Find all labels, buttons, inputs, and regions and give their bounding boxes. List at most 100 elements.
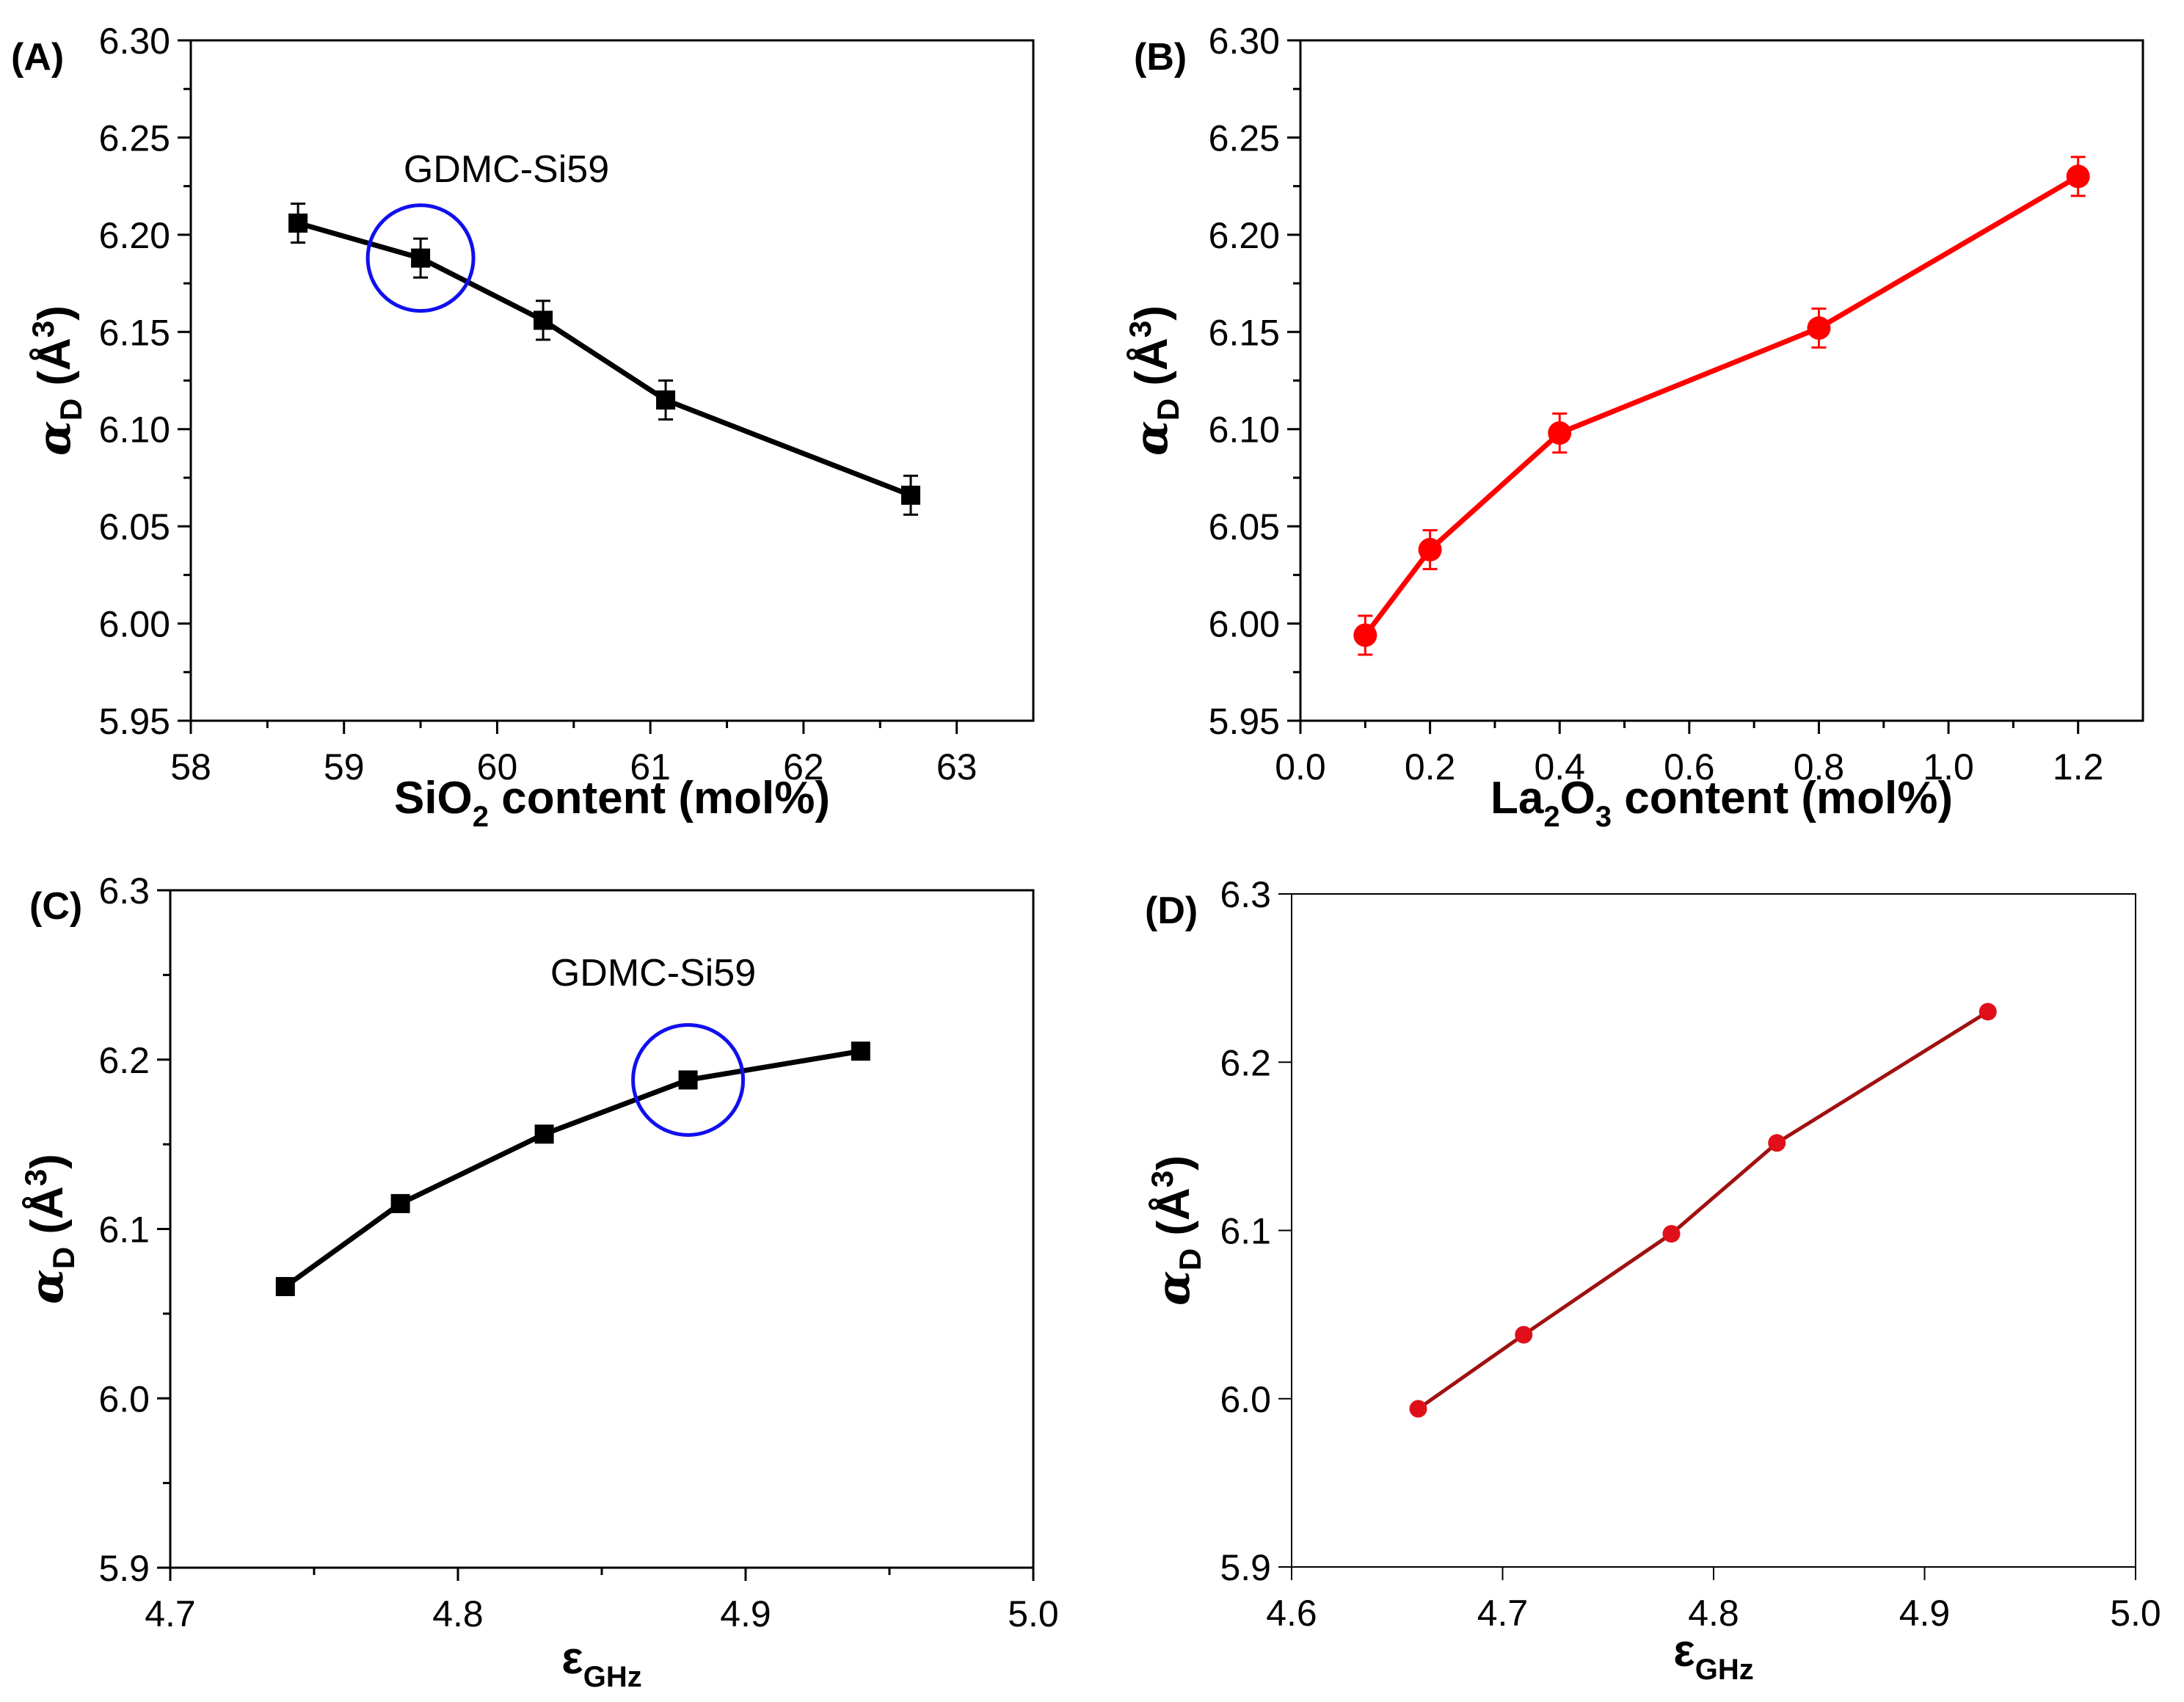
- data-point: [1662, 1225, 1681, 1243]
- y-tick-label: 6.00: [99, 604, 170, 645]
- y-axis-title-close: ): [1149, 1155, 1199, 1171]
- y-axis-title-close: ): [29, 305, 80, 321]
- y-tick-label: 6.30: [1209, 21, 1280, 62]
- annotation-label: GDMC-Si59: [404, 148, 609, 191]
- y-tick-label: 6.15: [1209, 312, 1280, 353]
- x-tick-label: 1.0: [1923, 746, 1974, 788]
- x-tick-label: 1.2: [2053, 746, 2104, 788]
- series-line: [1417, 1010, 1990, 1411]
- y-tick-label: 5.9: [98, 1548, 150, 1589]
- x-axis-title-sub: GHz: [1695, 1654, 1754, 1686]
- y-tick-label: 6.0: [98, 1378, 150, 1419]
- y-tick-label: 6.15: [99, 312, 170, 353]
- data-point: [656, 390, 676, 410]
- y-tick-label: 6.1: [98, 1210, 150, 1251]
- data-point: [1768, 1134, 1786, 1152]
- y-tick-label: 6.25: [99, 117, 170, 159]
- y-tick-label: 6.1: [1220, 1211, 1271, 1252]
- y-axis-title: αD (Å3): [26, 305, 88, 456]
- y-axis-title-sup: 3: [1123, 321, 1157, 338]
- x-axis-title-main: ε: [561, 1633, 583, 1684]
- x-tick-label: 0.4: [1534, 746, 1585, 788]
- x-tick-label: 4.8: [1688, 1593, 1739, 1634]
- x-tick-label: 60: [477, 746, 518, 788]
- data-point: [678, 1070, 698, 1090]
- x-axis-title-rest: content (mol%): [1612, 773, 1953, 823]
- y-axis-title-sup: 3: [26, 321, 60, 338]
- y-tick-label: 6.3: [98, 870, 150, 912]
- y-axis-title-open: (Å: [1149, 1188, 1199, 1248]
- data-point: [534, 1124, 554, 1144]
- data-point: [534, 310, 553, 330]
- x-axis-title-main: ε: [1673, 1626, 1695, 1676]
- x-axis-title-main: SiO: [394, 773, 473, 823]
- y-axis-title: αD (Å3): [18, 1154, 81, 1304]
- x-tick-label: 4.8: [432, 1593, 484, 1634]
- data-point: [1418, 537, 1442, 561]
- y-axis-title: αD (Å3): [1123, 305, 1185, 456]
- y-axis-title-open: (Å: [1126, 338, 1177, 399]
- data-point: [2066, 164, 2090, 189]
- y-axis-title-sup: 3: [18, 1169, 53, 1186]
- x-tick-label: 0.8: [1794, 746, 1845, 788]
- x-axis-title-sub: GHz: [583, 1661, 642, 1693]
- panel-label: (D): [1145, 890, 1198, 932]
- highlight-ring: [631, 1022, 746, 1137]
- data-point: [1548, 421, 1572, 445]
- y-axis-title-open: (Å: [29, 338, 80, 399]
- y-tick-label: 6.10: [99, 410, 170, 451]
- x-axis-title: εGHz: [561, 1633, 641, 1693]
- x-tick-label: 63: [936, 746, 978, 788]
- data-point: [275, 1276, 295, 1296]
- data-point: [851, 1041, 870, 1061]
- y-tick-label: 6.05: [1209, 506, 1280, 548]
- x-axis-title: La2O3 content (mol%): [1490, 773, 1953, 833]
- series-line: [297, 220, 912, 498]
- series-line: [1363, 174, 2080, 637]
- plot-frame: [189, 39, 1035, 722]
- x-axis-title-rest: content (mol%): [489, 773, 830, 823]
- data-point: [1353, 623, 1377, 647]
- x-tick-label: 5.0: [2110, 1593, 2161, 1634]
- x-tick-label: 4.7: [1477, 1593, 1529, 1634]
- x-tick-label: 4.9: [1899, 1593, 1951, 1634]
- series-line: [283, 1048, 862, 1289]
- highlight-ring: [365, 203, 476, 313]
- x-axis-title-sub2: 3: [1595, 801, 1612, 833]
- data-point: [390, 1193, 410, 1213]
- y-tick-label: 6.2: [98, 1040, 150, 1081]
- x-tick-label: 62: [783, 746, 824, 788]
- x-axis-title: εGHz: [1673, 1626, 1753, 1686]
- y-tick-label: 5.9: [1220, 1547, 1271, 1588]
- x-tick-label: 59: [324, 746, 365, 788]
- panel-label: (A): [11, 36, 64, 79]
- panel-label: (B): [1134, 36, 1187, 79]
- panel-a: 5.95 6.00 6.05 6.10 6.15 6.20 6.25 6.30 58 59 60 61…: [11, 21, 1035, 833]
- data-point: [288, 213, 308, 233]
- x-axis-title-main: La: [1490, 773, 1544, 823]
- x-tick-label: 61: [630, 746, 671, 788]
- panel-label: (C): [29, 885, 82, 928]
- x-tick-label: 5.0: [1008, 1593, 1059, 1634]
- panel-c: 5.9 6.0 6.1 6.2 6.3 4.7 4.8 4.9 5.0 εGHz αD (Å3) (C…: [18, 870, 1059, 1693]
- plot-frame: [1299, 39, 2144, 722]
- x-axis-title-sub: 2: [1543, 801, 1559, 833]
- x-tick-label: 4.7: [145, 1593, 196, 1634]
- data-point: [1409, 1400, 1427, 1418]
- data-point: [1807, 316, 1831, 340]
- x-axis-title-mid: O: [1560, 773, 1595, 823]
- y-axis-title-sub: D: [1173, 1248, 1207, 1270]
- x-axis-title-sub: 2: [473, 801, 489, 833]
- y-tick-label: 6.05: [99, 506, 170, 548]
- y-axis-title-sub: D: [46, 1247, 81, 1269]
- panel-d: 5.9 6.0 6.1 6.2 6.3 4.6 4.7 4.8 4.9 5.0 εGHz αD (Å3…: [1145, 874, 2161, 1686]
- y-axis-title: αD (Å3): [1145, 1155, 1207, 1306]
- y-tick-label: 6.2: [1220, 1042, 1271, 1083]
- y-tick-label: 5.95: [99, 701, 170, 742]
- y-tick-label: 6.3: [1220, 874, 1271, 915]
- y-tick-label: 6.25: [1209, 117, 1280, 159]
- y-axis-title-symbol: α: [1146, 1270, 1200, 1306]
- data-point: [1515, 1325, 1533, 1344]
- y-axis-title-sub: D: [54, 399, 88, 421]
